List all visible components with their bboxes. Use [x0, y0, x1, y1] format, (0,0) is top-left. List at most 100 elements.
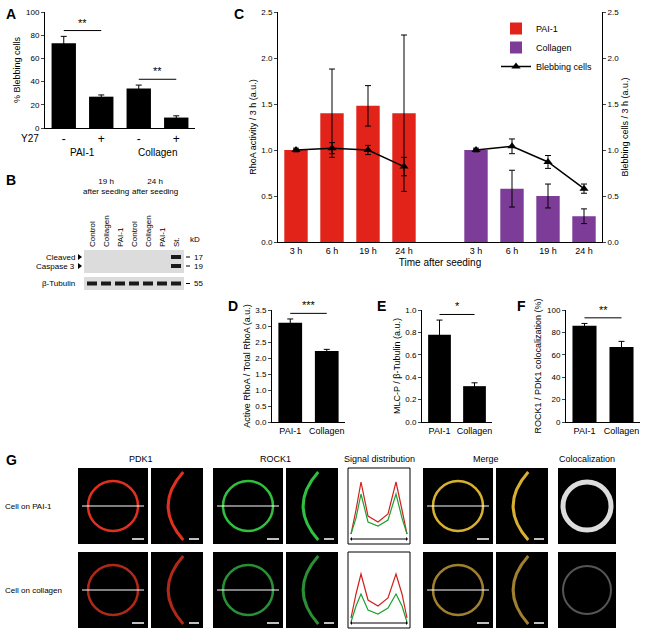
svg-text:**: ** — [153, 65, 162, 77]
svg-text:2.0: 2.0 — [255, 354, 267, 363]
svg-text:PAI-1: PAI-1 — [116, 227, 125, 247]
svg-text:40: 40 — [551, 373, 560, 382]
svg-text:100: 100 — [547, 306, 561, 315]
svg-text:1.0: 1.0 — [255, 386, 267, 395]
svg-text:3 h: 3 h — [290, 246, 303, 256]
svg-text:Cell on PAI-1: Cell on PAI-1 — [5, 502, 52, 511]
svg-text:19 h: 19 h — [359, 246, 377, 256]
svg-text:Control: Control — [88, 221, 97, 247]
svg-text:6 h: 6 h — [506, 246, 519, 256]
svg-text:0.8: 0.8 — [405, 328, 417, 337]
svg-text:Cell on collagen: Cell on collagen — [5, 586, 62, 595]
svg-text:80: 80 — [30, 31, 39, 40]
svg-text:Collagen: Collagen — [457, 426, 493, 436]
svg-text:G: G — [6, 452, 17, 468]
svg-text:0.5: 0.5 — [608, 192, 620, 201]
svg-text:80: 80 — [551, 328, 560, 337]
svg-text:ROCK1: ROCK1 — [260, 454, 291, 464]
svg-text:Collagen: Collagen — [144, 215, 153, 247]
svg-text:PAI-1: PAI-1 — [158, 227, 167, 247]
svg-text:Caspase 3: Caspase 3 — [36, 262, 75, 271]
svg-text:PAI-1: PAI-1 — [70, 147, 95, 158]
svg-text:MLC-P / β-Tubulin (a.u.): MLC-P / β-Tubulin (a.u.) — [392, 318, 402, 414]
svg-text:% Blebbing cells: % Blebbing cells — [12, 36, 22, 103]
svg-text:-: - — [62, 132, 66, 146]
svg-text:0.6: 0.6 — [405, 351, 417, 360]
svg-text:Time after seeding: Time after seeding — [399, 257, 481, 268]
svg-text:24 h: 24 h — [395, 246, 413, 256]
svg-text:3 h: 3 h — [470, 246, 483, 256]
svg-text:24 hafter seeding: 24 hafter seeding — [132, 177, 178, 196]
svg-text:Collagen: Collagen — [138, 147, 177, 158]
svg-text:0.5: 0.5 — [255, 402, 267, 411]
svg-text:PAI-1: PAI-1 — [429, 426, 451, 436]
svg-text:Blebbing cells / 3 h (a.u.): Blebbing cells / 3 h (a.u.) — [620, 77, 630, 176]
svg-text:Collagen: Collagen — [309, 426, 345, 436]
svg-text:PAI-1: PAI-1 — [279, 426, 301, 436]
svg-text:F: F — [517, 298, 526, 314]
svg-text:D: D — [228, 298, 238, 314]
svg-text:0.0: 0.0 — [255, 418, 267, 427]
svg-text:2.5: 2.5 — [608, 8, 620, 17]
svg-text:19 hafter seeding: 19 hafter seeding — [83, 177, 129, 196]
svg-text:St.: St. — [172, 237, 181, 247]
svg-text:3.0: 3.0 — [255, 322, 267, 331]
svg-text:**: ** — [599, 304, 608, 316]
svg-text:Control: Control — [130, 221, 139, 247]
svg-text:1.0: 1.0 — [405, 306, 417, 315]
svg-text:-: - — [137, 132, 141, 146]
svg-text:A: A — [6, 6, 16, 22]
svg-text:0: 0 — [35, 124, 40, 133]
svg-text:1.0: 1.0 — [608, 146, 620, 155]
svg-text:Y27: Y27 — [21, 133, 39, 144]
svg-text:β-Tubulin: β-Tubulin — [42, 279, 75, 288]
svg-text:Cleaved: Cleaved — [46, 253, 75, 262]
svg-text:1.5: 1.5 — [261, 100, 273, 109]
svg-text:Collagen: Collagen — [102, 215, 111, 247]
svg-text:20: 20 — [30, 101, 39, 110]
svg-text:40: 40 — [30, 77, 39, 86]
svg-text:1.5: 1.5 — [608, 100, 620, 109]
svg-text:0.0: 0.0 — [261, 238, 273, 247]
svg-text:60: 60 — [30, 54, 39, 63]
svg-text:6 h: 6 h — [326, 246, 339, 256]
svg-text:Merge: Merge — [473, 454, 499, 464]
svg-text:55: 55 — [194, 279, 203, 288]
svg-text:B: B — [6, 172, 16, 188]
svg-text:19: 19 — [194, 262, 203, 271]
svg-text:0: 0 — [556, 418, 561, 427]
svg-text:2.0: 2.0 — [261, 54, 273, 63]
svg-text:***: *** — [302, 299, 316, 311]
svg-text:Signal distribution: Signal distribution — [344, 454, 415, 464]
svg-text:PAI-1: PAI-1 — [574, 426, 596, 436]
svg-text:2.0: 2.0 — [608, 54, 620, 63]
svg-text:0.0: 0.0 — [608, 238, 620, 247]
svg-text:Collagen: Collagen — [604, 426, 640, 436]
svg-text:1.0: 1.0 — [261, 146, 273, 155]
svg-text:RhoA activity / 3 h (a.u.): RhoA activity / 3 h (a.u.) — [248, 79, 258, 175]
svg-text:1.5: 1.5 — [255, 370, 267, 379]
svg-text:Blebbing cells: Blebbing cells — [536, 62, 592, 72]
svg-text:Active RhoA / Total RhoA (a.u.: Active RhoA / Total RhoA (a.u.) — [242, 304, 252, 427]
svg-text:20: 20 — [551, 395, 560, 404]
svg-text:100: 100 — [26, 8, 40, 17]
svg-text:C: C — [234, 6, 244, 22]
svg-text:17: 17 — [194, 253, 203, 262]
svg-text:0.2: 0.2 — [405, 395, 417, 404]
svg-text:*: * — [455, 300, 460, 312]
svg-text:kD: kD — [190, 235, 200, 244]
svg-text:**: ** — [78, 17, 87, 29]
svg-text:60: 60 — [551, 351, 560, 360]
svg-text:0.4: 0.4 — [405, 373, 417, 382]
svg-text:2.5: 2.5 — [255, 338, 267, 347]
svg-text:0.0: 0.0 — [405, 418, 417, 427]
svg-text:Colocalization: Colocalization — [559, 454, 615, 464]
svg-text:+: + — [98, 132, 105, 146]
svg-text:+: + — [173, 132, 180, 146]
svg-text:19 h: 19 h — [539, 246, 557, 256]
svg-text:3.5: 3.5 — [255, 306, 267, 315]
svg-text:E: E — [377, 298, 386, 314]
svg-text:PDK1: PDK1 — [129, 454, 153, 464]
svg-text:Collagen: Collagen — [536, 43, 572, 53]
svg-text:2.5: 2.5 — [261, 8, 273, 17]
